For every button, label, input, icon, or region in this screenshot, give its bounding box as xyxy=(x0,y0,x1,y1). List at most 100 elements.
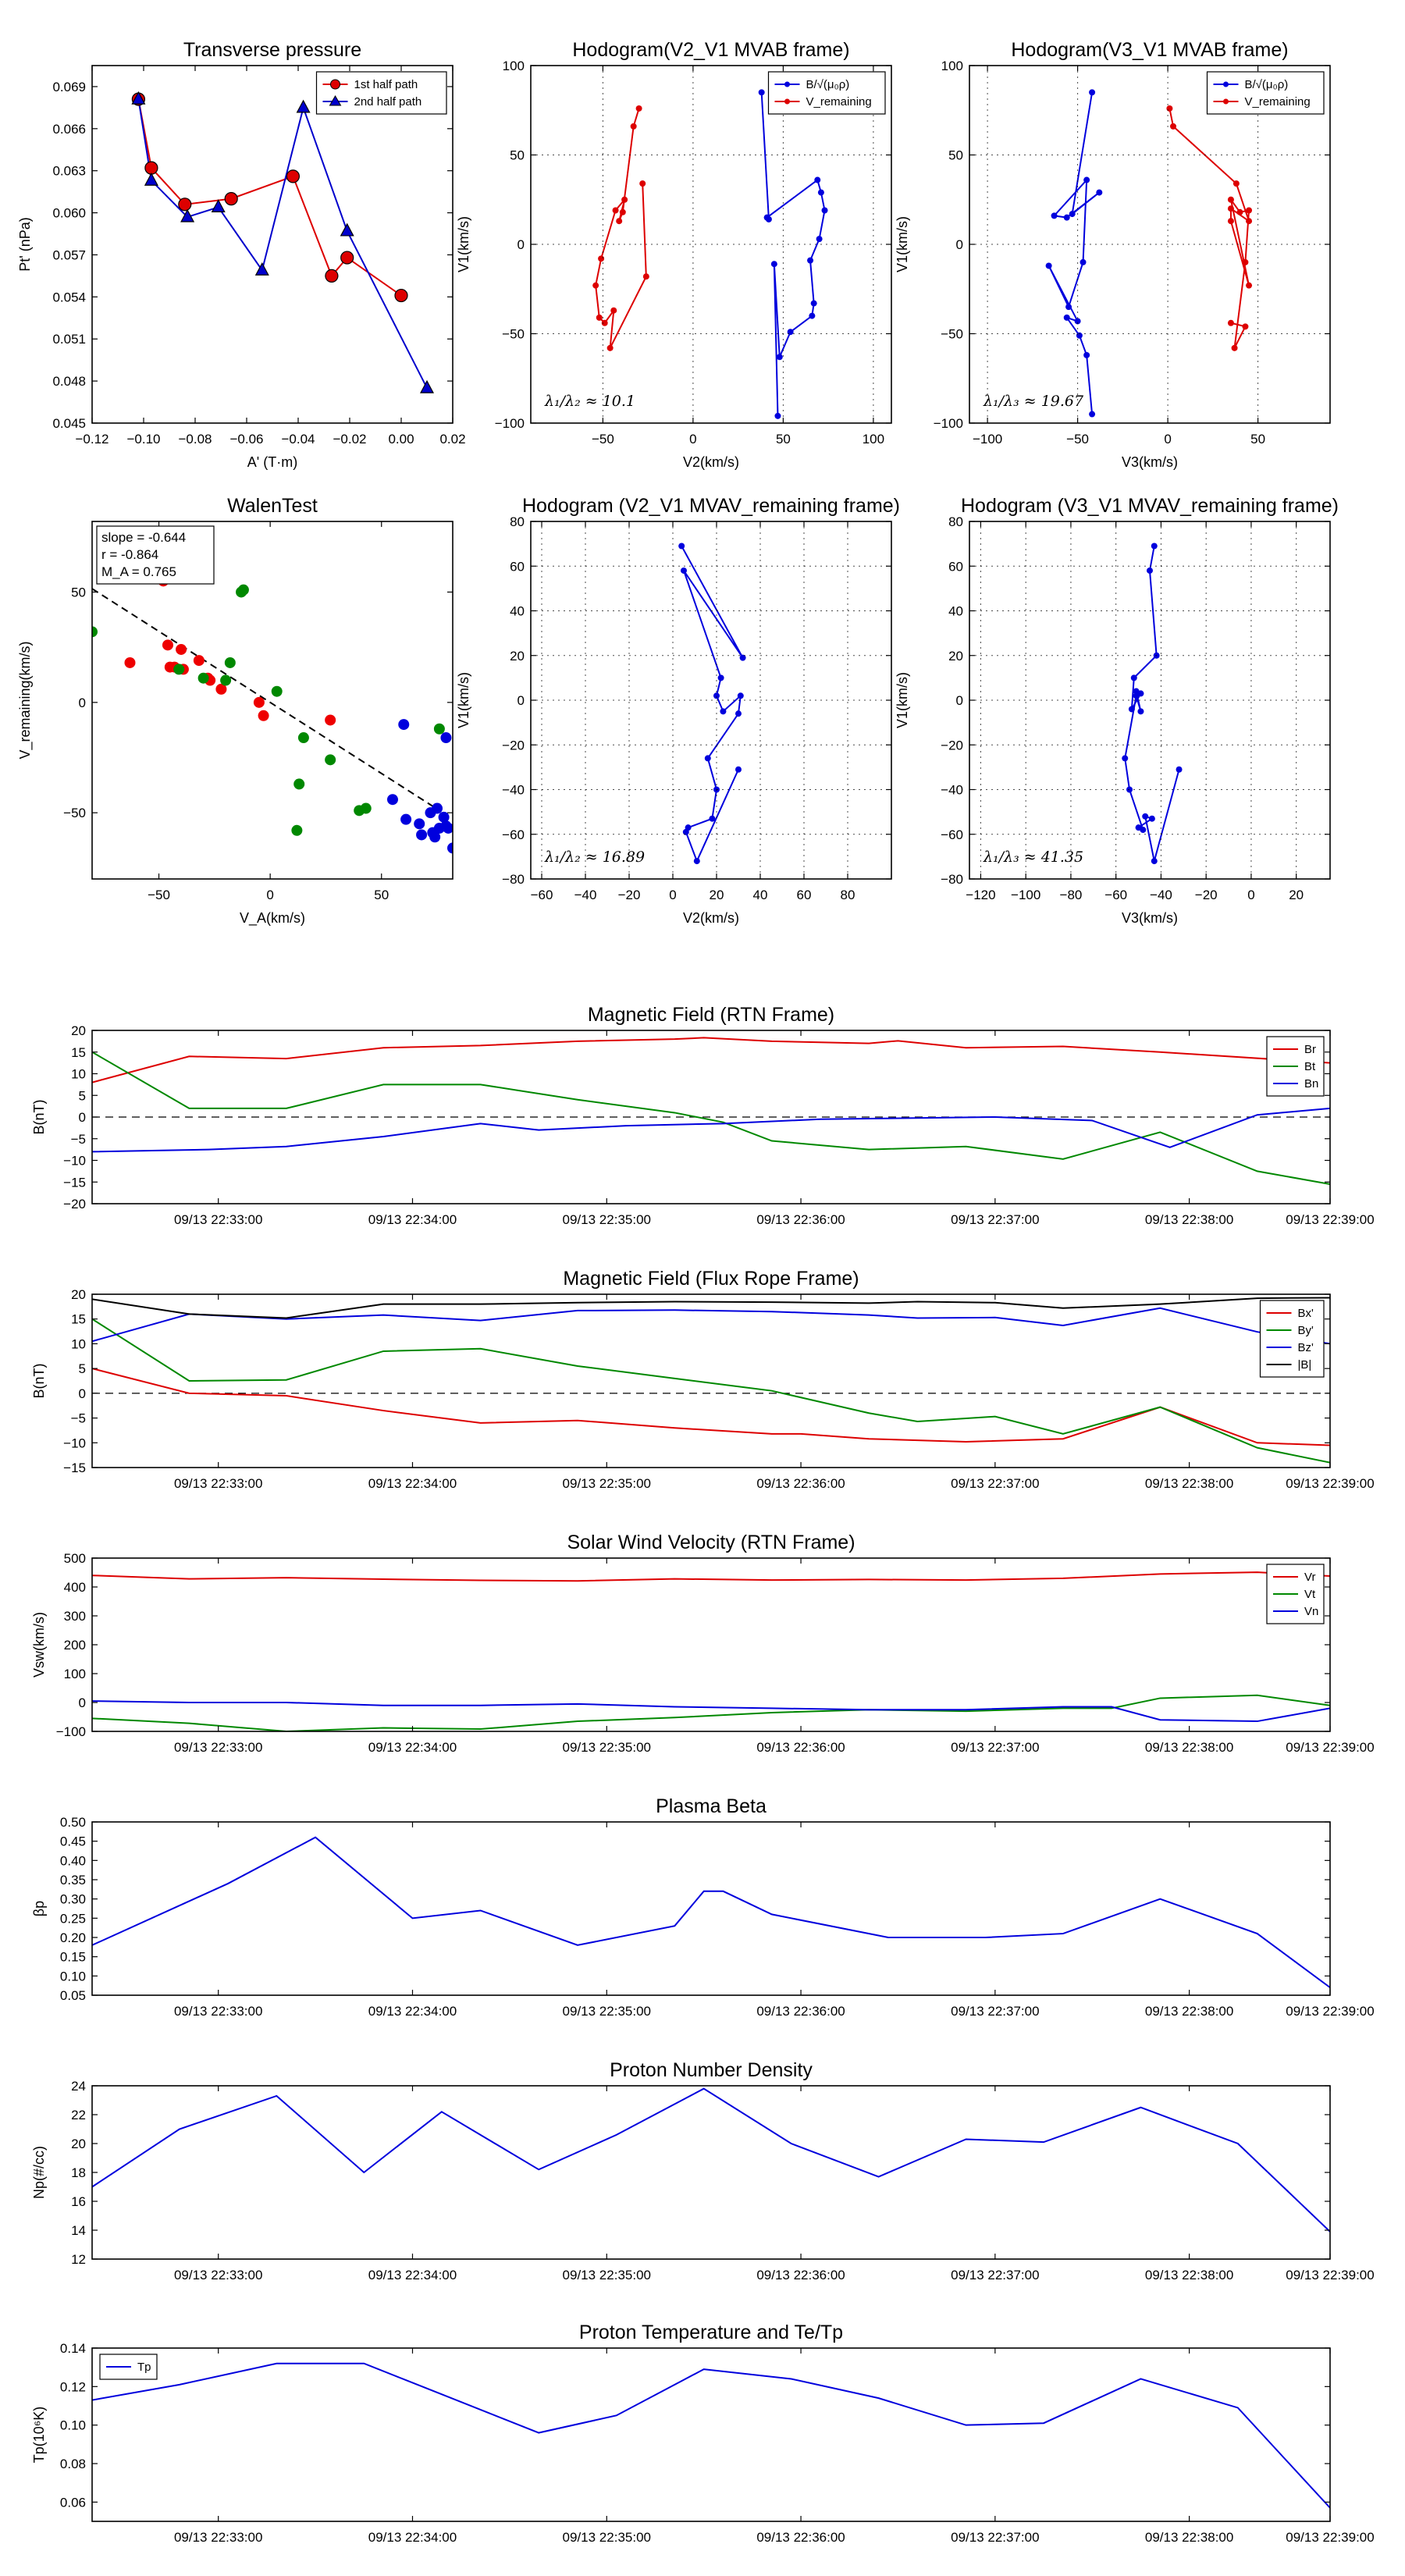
x-tick-label: 09/13 22:33:00 xyxy=(174,1476,262,1491)
x-axis-label: V3(km/s) xyxy=(1122,454,1178,470)
data-point xyxy=(1231,344,1238,351)
plot-area xyxy=(92,575,453,854)
x-tick-label: 09/13 22:35:00 xyxy=(563,2268,651,2282)
plot-frame xyxy=(91,65,454,424)
scatter-point xyxy=(124,656,136,668)
data-point xyxy=(809,312,816,319)
data-point xyxy=(717,674,724,681)
data-point xyxy=(286,169,300,183)
y-tick-label: 0.35 xyxy=(60,1873,86,1888)
legend-box xyxy=(767,71,886,115)
y-axis-label: V1(km/s) xyxy=(895,216,910,272)
data-point xyxy=(1130,674,1137,681)
y-tick-label: 40 xyxy=(948,604,963,619)
data-point xyxy=(1227,196,1234,203)
x-tick-label: −0.12 xyxy=(75,432,108,447)
data-point xyxy=(1063,214,1070,221)
y-tick-label: 60 xyxy=(510,559,525,574)
series-line-Np xyxy=(92,2087,1330,2233)
data-point xyxy=(1227,218,1234,225)
y-tick-label: 200 xyxy=(64,1638,86,1653)
chart-title: Hodogram (V2_V1 MVAV_remaining frame) xyxy=(522,495,900,517)
chart-brtn: −20 −15 −10 −5 0 5 10 15 20 09/13 22:33:00 09/13 2… xyxy=(31,1004,1375,1227)
data-point xyxy=(1142,813,1149,820)
scatter-point xyxy=(325,754,336,766)
data-point xyxy=(1176,766,1183,773)
legend-box xyxy=(1206,71,1325,115)
series-line xyxy=(1048,92,1100,415)
plot-frame xyxy=(969,65,1331,424)
y-tick-label: −50 xyxy=(941,327,963,342)
y-tick-label: 50 xyxy=(71,585,86,600)
legend-box xyxy=(315,71,447,115)
data-point xyxy=(1137,708,1144,715)
x-tick-label: −0.10 xyxy=(126,432,160,447)
y-tick-label: 0.045 xyxy=(52,416,86,431)
x-tick-label: 0.02 xyxy=(439,432,465,447)
data-point xyxy=(1051,212,1058,219)
y-tick-label: −40 xyxy=(941,783,963,798)
data-point xyxy=(1227,205,1234,212)
x-tick-label: 09/13 22:34:00 xyxy=(368,1476,457,1491)
x-tick-label: 09/13 22:37:00 xyxy=(951,2268,1039,2282)
scatter-point xyxy=(416,829,428,841)
data-point xyxy=(606,344,614,351)
data-point xyxy=(770,261,777,268)
legend-label: By' xyxy=(1298,1324,1314,1337)
chart-hodR13: −80 −60 −40 −20 0 20 40 60 80 −120 −100 −80 −60 −40 −2… xyxy=(895,495,1339,926)
y-tick-label: 0.08 xyxy=(60,2457,86,2471)
data-point xyxy=(1089,411,1096,418)
chart-hod12: −100 −50 0 50 100 −50 0 50 100 Hodogram(V2_V1 MVA… xyxy=(456,39,892,470)
x-tick-label: 80 xyxy=(841,888,855,902)
eigen-ratio-annotation: λ₁/λ₃ ≈ 19.67 xyxy=(983,393,1084,410)
plot-frame xyxy=(91,521,454,880)
data-point xyxy=(394,288,408,303)
x-tick-label: 09/13 22:37:00 xyxy=(951,2004,1039,2019)
y-tick-label: −100 xyxy=(56,1724,86,1739)
series-line-Vt xyxy=(92,1694,1330,1731)
data-point xyxy=(1083,176,1090,183)
series-line-Tp xyxy=(92,2362,1330,2509)
eigen-ratio-annotation: λ₁/λ₃ ≈ 41.35 xyxy=(983,849,1083,866)
x-tick-label: 09/13 22:36:00 xyxy=(756,2530,845,2545)
x-axis-label: V3(km/s) xyxy=(1122,910,1178,926)
data-point xyxy=(635,105,642,112)
scatter-point xyxy=(360,802,372,814)
data-point xyxy=(1080,258,1087,265)
scatter-point xyxy=(387,794,398,806)
y-tick-label: 16 xyxy=(71,2194,86,2209)
legend-label: V_remaining xyxy=(806,95,872,109)
x-tick-label: −60 xyxy=(1104,888,1127,902)
y-tick-label: 0 xyxy=(79,1386,86,1401)
scatter-point xyxy=(440,732,452,744)
plot-frame xyxy=(91,1557,1331,1732)
legend-label: Vt xyxy=(1304,1588,1316,1601)
data-point xyxy=(630,123,637,130)
scatter-point xyxy=(193,655,205,667)
x-tick-label: 09/13 22:33:00 xyxy=(174,1740,262,1755)
y-tick-label: 60 xyxy=(948,559,963,574)
chart-np: 12 14 16 18 20 22 24 09/13 22:33:00 09/13 22:34:… xyxy=(31,2059,1375,2282)
x-tick-label: 09/13 22:38:00 xyxy=(1145,2268,1233,2282)
chart-title: Hodogram(V3_V1 MVAB frame) xyxy=(1011,39,1288,61)
y-tick-label: 0.30 xyxy=(60,1892,86,1907)
y-tick-label: 0.40 xyxy=(60,1853,86,1868)
plot-area xyxy=(92,1037,1330,1186)
legend-label: B/√(μ₀ρ) xyxy=(1245,78,1289,91)
y-axis-label: Np(#/cc) xyxy=(31,2146,47,2199)
x-axis-label: V2(km/s) xyxy=(683,454,739,470)
legend-marker xyxy=(330,79,340,90)
stats-line: slope = -0.644 xyxy=(101,530,186,545)
data-point xyxy=(420,379,434,393)
x-tick-label: −20 xyxy=(1195,888,1218,902)
plot-frame xyxy=(91,1293,1331,1468)
scatter-point xyxy=(237,584,249,596)
series-line-By' xyxy=(92,1318,1330,1464)
plot-area xyxy=(92,2087,1330,2233)
plot-frame xyxy=(530,65,892,424)
y-tick-label: 0.054 xyxy=(52,290,86,304)
y-tick-label: 0 xyxy=(79,696,86,710)
data-point xyxy=(610,307,617,314)
data-point xyxy=(1045,262,1052,269)
